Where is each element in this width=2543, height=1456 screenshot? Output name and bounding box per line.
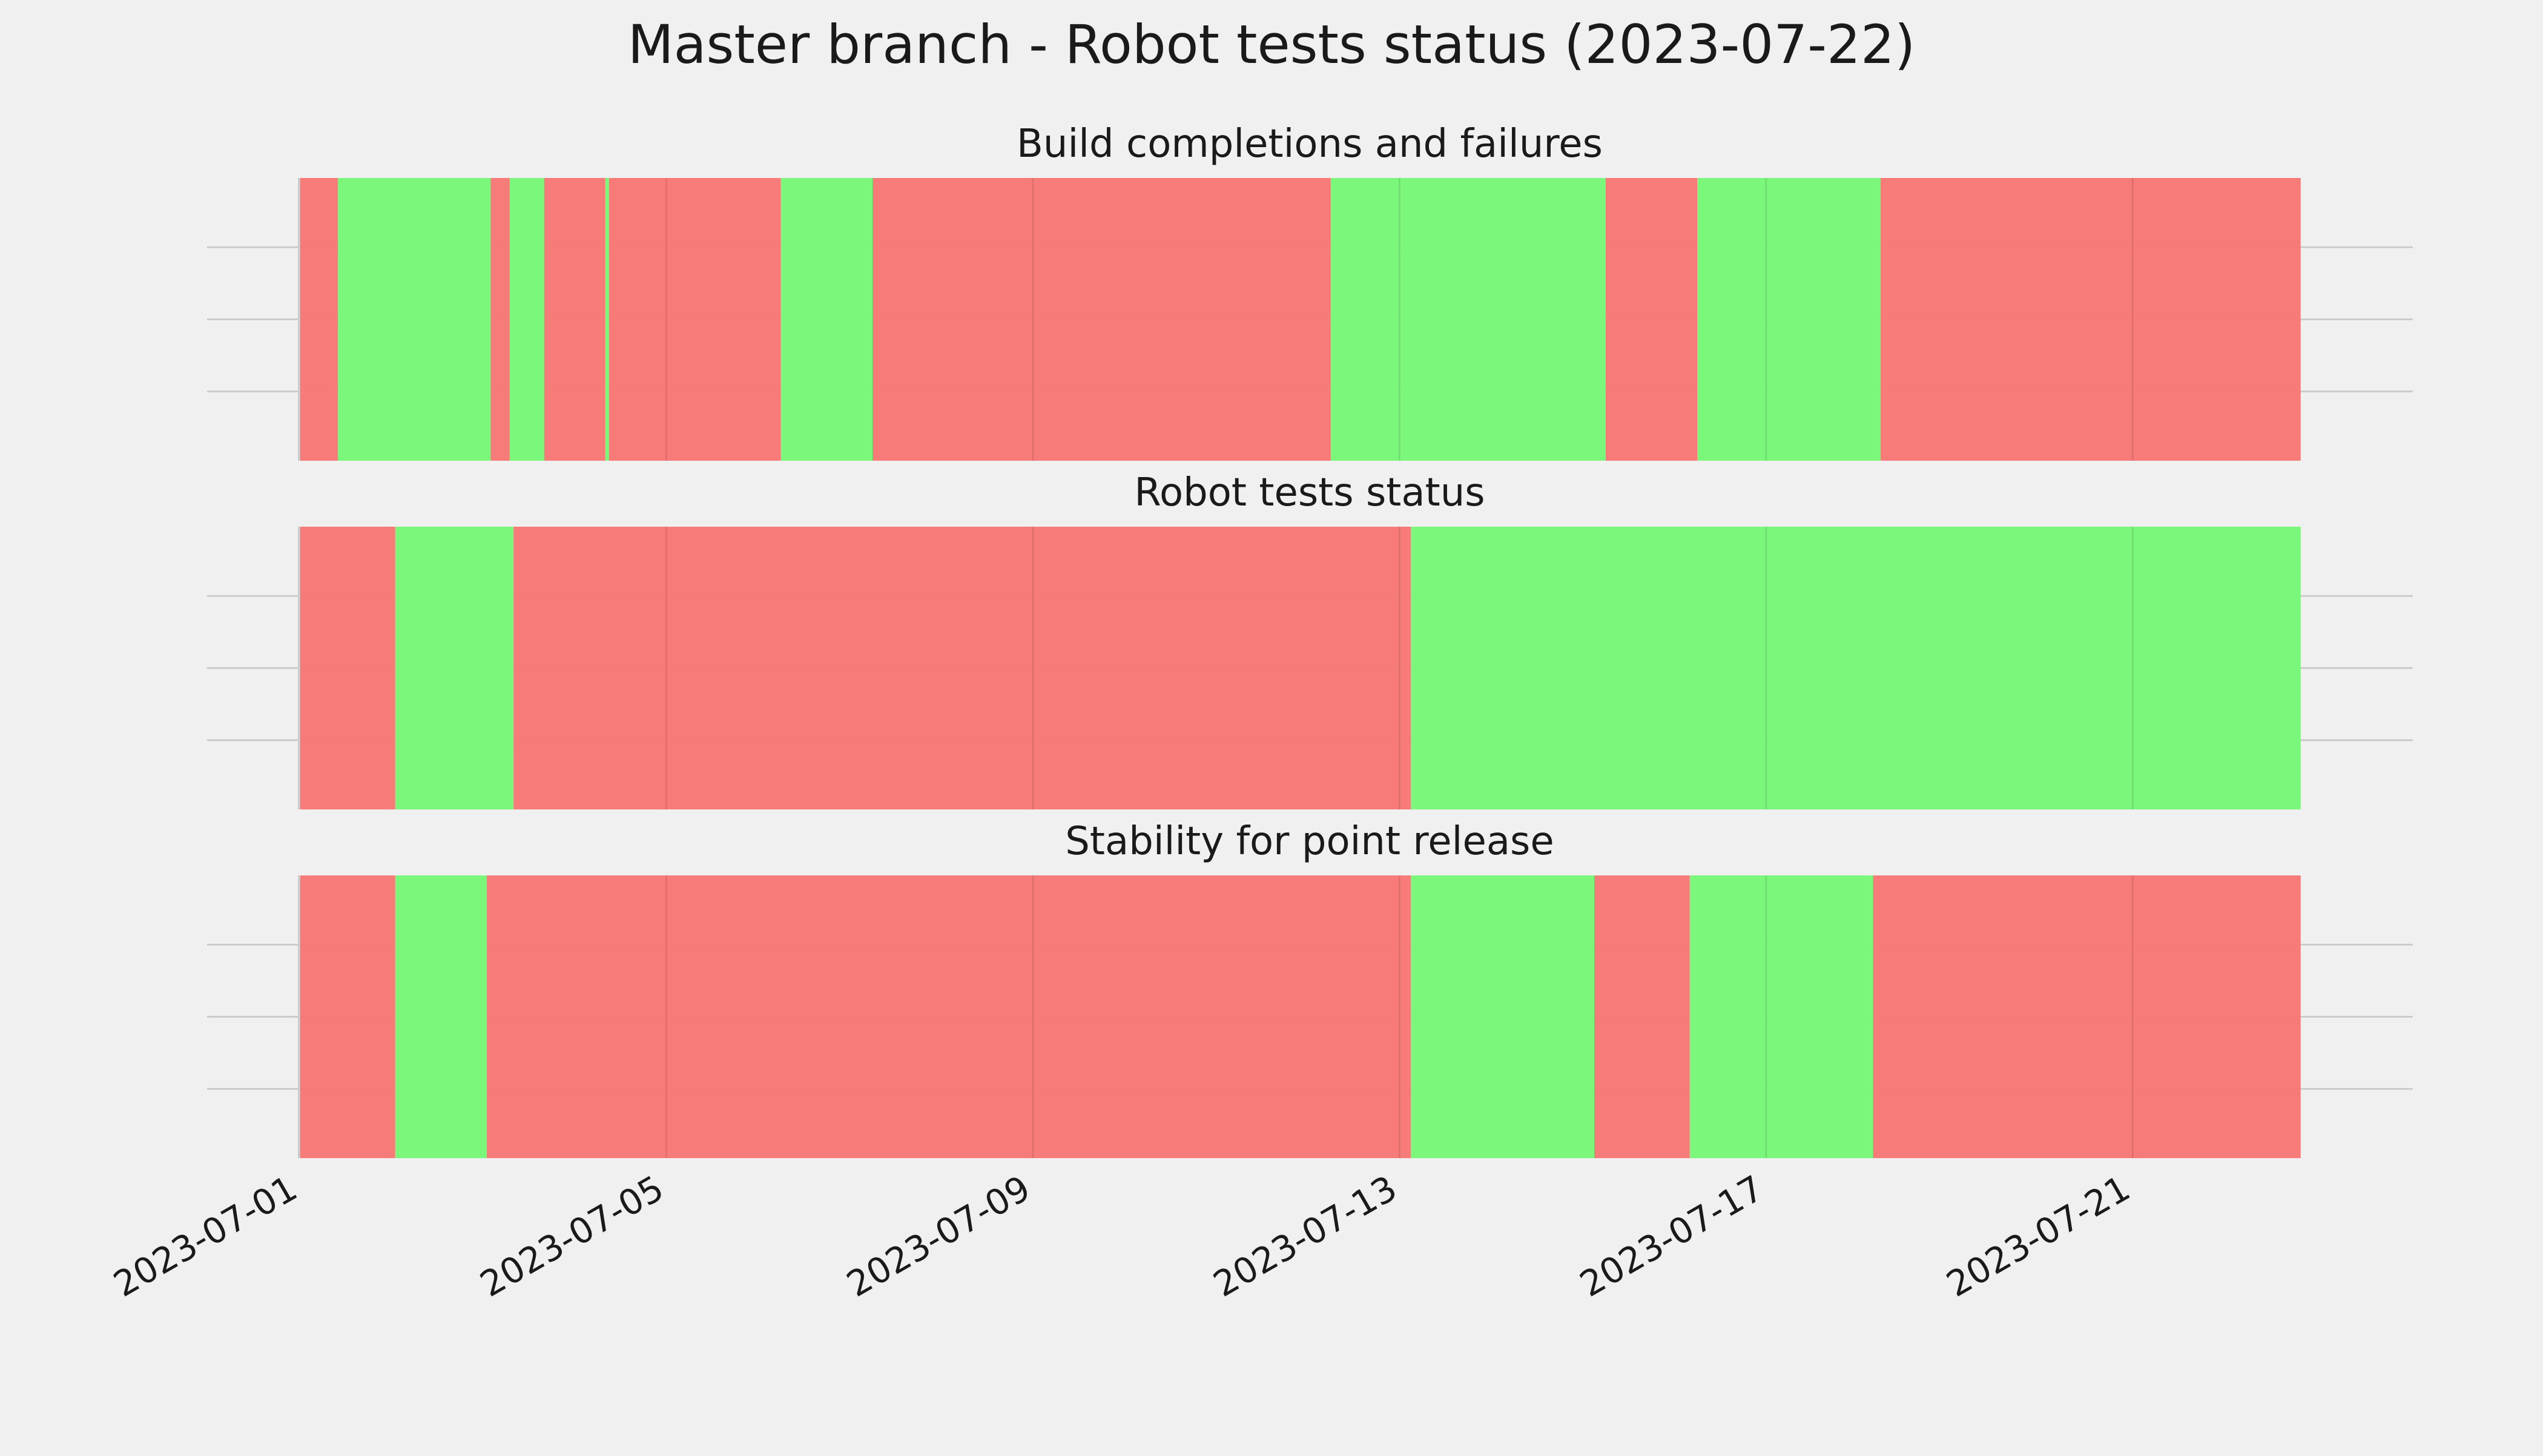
status-segment-pass [1689,875,1873,1158]
status-segment-pass [780,178,873,461]
status-segment-pass [1411,527,2301,809]
status-segment-fail [300,527,395,809]
status-segment-pass [509,178,544,461]
panel-2: Robot tests status [207,470,2413,809]
x-tick-label: 2023-07-13 [1206,1167,1403,1305]
panel-title: Robot tests status [1134,470,1485,515]
status-segment-pass [338,178,491,461]
panel-1: Build completions and failures [207,122,2413,461]
panel-3: Stability for point release [207,819,2413,1158]
x-tick-label: 2023-07-17 [1573,1167,1770,1305]
x-tick-label: 2023-07-09 [840,1167,1037,1305]
x-tick-label: 2023-07-21 [1939,1167,2137,1305]
status-segment-pass [1411,875,1595,1158]
status-segment-pass [1330,178,1606,461]
status-segment-fail [1605,178,1698,461]
status-segment-fail [490,178,510,461]
status-segment-fail [487,875,1411,1158]
panel-title: Build completions and failures [1017,122,1603,166]
status-segment-fail [1594,875,1690,1158]
status-segment-pass [605,178,609,461]
status-segment-fail [300,178,338,461]
status-segment-fail [300,875,395,1158]
status-segment-pass [395,875,487,1158]
status-segment-fail [1881,178,2301,461]
x-tick-label: 2023-07-05 [473,1167,671,1305]
chart-title: Master branch - Robot tests status (2023… [628,13,1916,76]
status-segment-fail [1873,875,2301,1158]
panel-title: Stability for point release [1065,819,1554,864]
status-segment-fail [544,178,605,461]
status-segment-fail [513,527,1411,809]
status-segment-fail [872,178,1331,461]
status-segment-pass [395,527,514,809]
status-segment-pass [1697,178,1881,461]
status-segment-fail [609,178,781,461]
x-tick-label: 2023-07-01 [107,1167,304,1305]
